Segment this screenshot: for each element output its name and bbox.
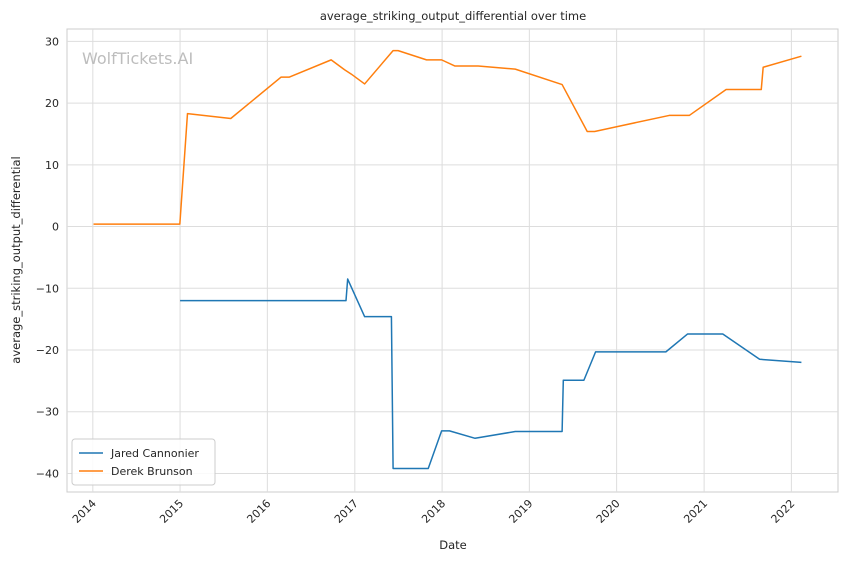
x-tick-label: 2018 (419, 497, 448, 526)
y-tick-label: −40 (36, 467, 59, 480)
legend-label-series-2: Derek Brunson (111, 465, 193, 478)
series-line-2 (93, 49, 802, 225)
x-tick-labels: 2014 2015 2016 2017 2018 2019 2020 2021 2022 (70, 497, 798, 526)
y-tick-label: 10 (45, 159, 59, 172)
x-tick-label: 2017 (332, 497, 361, 526)
plot-area (66, 28, 839, 493)
x-tick-label: 2019 (506, 497, 535, 526)
x-tick-label: 2020 (594, 497, 623, 526)
watermark: WolfTickets.AI (82, 49, 193, 68)
x-tick-label: 2014 (70, 497, 99, 526)
y-axis-title: average_striking_output_differential (9, 156, 23, 363)
chart-title: average_striking_output_differential ove… (320, 9, 586, 23)
y-tick-label: −10 (36, 282, 59, 295)
y-tick-labels: 30 20 10 0 −10 −20 −30 −40 (36, 35, 59, 480)
y-tick-label: 20 (45, 97, 59, 110)
legend: Jared Cannonier Derek Brunson (71, 438, 216, 486)
x-tick-label: 2022 (769, 497, 798, 526)
x-tick-label: 2015 (157, 497, 186, 526)
y-tick-label: 30 (45, 35, 59, 48)
x-tick-label: 2016 (244, 497, 273, 526)
plot-frame (66, 28, 839, 493)
series-line-1 (180, 278, 802, 470)
x-axis-title: Date (439, 538, 467, 552)
y-tick-label: 0 (52, 221, 59, 234)
legend-label-series-1: Jared Cannonier (110, 447, 199, 460)
legend-box (71, 438, 216, 486)
y-tick-label: −30 (36, 406, 59, 419)
x-tick-label: 2021 (681, 497, 710, 526)
y-tick-label: −20 (36, 344, 59, 357)
